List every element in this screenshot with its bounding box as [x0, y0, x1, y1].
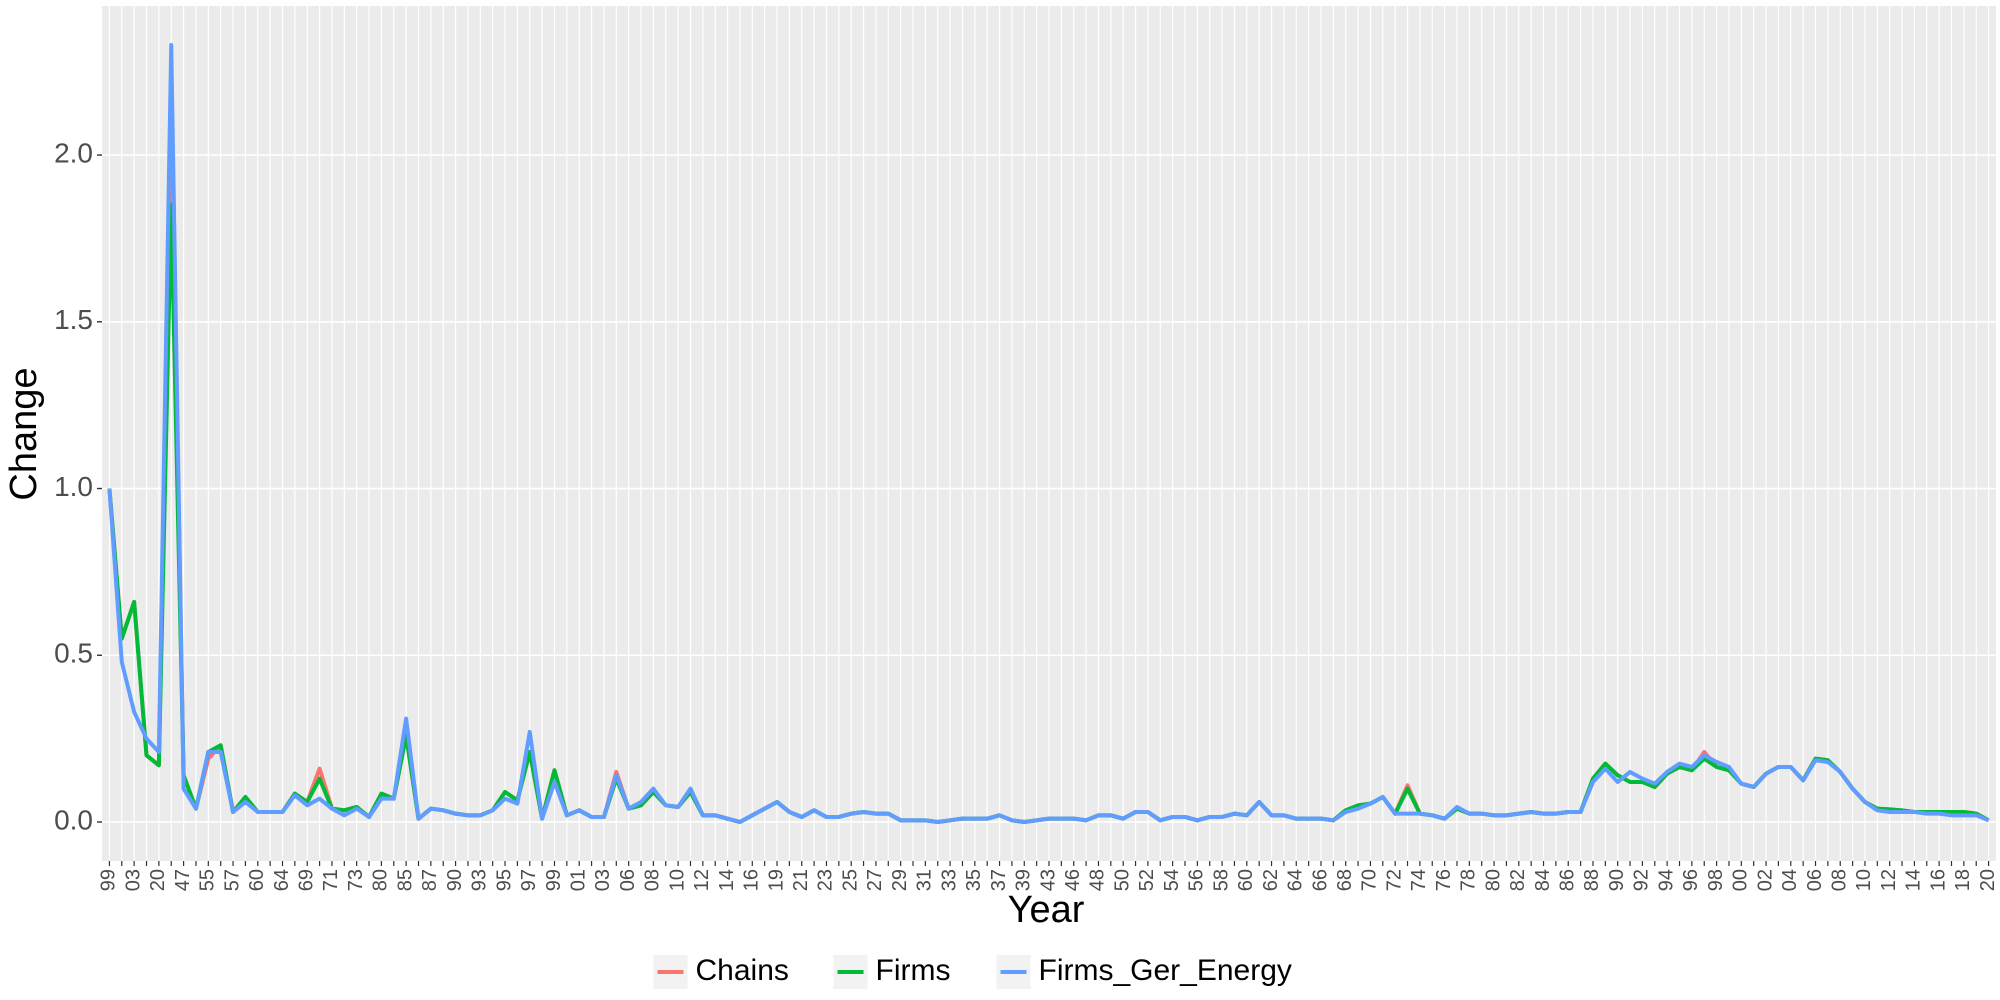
x-tick-label: 76 [1433, 869, 1455, 891]
y-tick-label: 0.5 [54, 638, 93, 669]
x-tick-label: 86 [1557, 869, 1579, 891]
x-tick-label: 16 [1927, 869, 1949, 891]
x-tick-label: 85 [394, 869, 416, 891]
x-tick-label: 82 [1507, 869, 1529, 891]
x-tick-label: 68 [1334, 869, 1356, 891]
x-tick-label: 96 [1680, 869, 1702, 891]
x-tick-label: 35 [963, 869, 985, 891]
x-tick-label: 71 [320, 869, 342, 891]
y-tick-label: 2.0 [54, 137, 93, 168]
x-tick-label: 10 [666, 869, 688, 891]
x-tick-label: 25 [839, 869, 861, 891]
x-tick-label: 58 [1210, 869, 1232, 891]
x-tick-label: 95 [493, 869, 515, 891]
x-tick-label: 20 [147, 869, 169, 891]
x-tick-label: 80 [370, 869, 392, 891]
x-tick-label: 90 [444, 869, 466, 891]
x-tick-label: 02 [1754, 869, 1776, 891]
x-tick-label: 84 [1532, 869, 1554, 891]
x-tick-label: 06 [617, 869, 639, 891]
x-tick-label: 37 [988, 869, 1010, 891]
x-tick-label: 29 [889, 869, 911, 891]
x-tick-label: 64 [271, 869, 293, 891]
x-tick-label: 12 [691, 869, 713, 891]
x-tick-label: 93 [469, 869, 491, 891]
x-tick-label: 87 [419, 869, 441, 891]
x-tick-label: 21 [790, 869, 812, 891]
x-tick-label: 33 [938, 869, 960, 891]
x-tick-label: 94 [1655, 869, 1677, 891]
x-tick-label: 74 [1408, 869, 1430, 891]
x-tick-label: 23 [815, 869, 837, 891]
legend-label: Firms_Ger_Energy [1039, 954, 1292, 987]
x-tick-label: 01 [567, 869, 589, 891]
x-tick-label: 54 [1161, 869, 1183, 891]
x-tick-label: 50 [1111, 869, 1133, 891]
x-tick-label: 97 [518, 869, 540, 891]
x-tick-label: 43 [1037, 869, 1059, 891]
x-tick-label: 39 [1013, 869, 1035, 891]
x-tick-label: 46 [1062, 869, 1084, 891]
x-tick-label: 03 [592, 869, 614, 891]
x-tick-label: 64 [1285, 869, 1307, 891]
x-tick-label: 88 [1581, 869, 1603, 891]
y-tick-label: 1.5 [54, 304, 93, 335]
x-tick-label: 99 [98, 869, 120, 891]
x-tick-label: 06 [1804, 869, 1826, 891]
x-tick-label: 62 [1260, 869, 1282, 891]
x-tick-label: 80 [1482, 869, 1504, 891]
x-tick-label: 90 [1606, 869, 1628, 891]
x-tick-label: 55 [197, 869, 219, 891]
x-tick-label: 47 [172, 869, 194, 891]
x-tick-label: 60 [1235, 869, 1257, 891]
x-tick-label: 70 [1359, 869, 1381, 891]
x-tick-label: 10 [1853, 869, 1875, 891]
x-tick-label: 56 [1186, 869, 1208, 891]
y-tick-label: 0.0 [54, 804, 93, 835]
legend-label: Chains [696, 954, 789, 987]
x-tick-label: 14 [716, 869, 738, 891]
x-axis-title: Year [1008, 889, 1085, 931]
x-tick-label: 08 [1829, 869, 1851, 891]
x-tick-label: 18 [1952, 869, 1974, 891]
x-tick-label: 27 [864, 869, 886, 891]
x-tick-label: 99 [543, 869, 565, 891]
x-tick-label: 57 [221, 869, 243, 891]
x-tick-label: 92 [1631, 869, 1653, 891]
x-tick-label: 00 [1730, 869, 1752, 891]
x-tick-label: 72 [1383, 869, 1405, 891]
legend-label: Firms [876, 954, 951, 987]
x-tick-label: 60 [246, 869, 268, 891]
x-tick-label: 48 [1087, 869, 1109, 891]
x-tick-label: 14 [1903, 869, 1925, 891]
x-tick-label: 08 [642, 869, 664, 891]
x-tick-label: 31 [914, 869, 936, 891]
series-line [107, 43, 1990, 824]
x-tick-label: 52 [1136, 869, 1158, 891]
x-tick-label: 12 [1878, 869, 1900, 891]
x-tick-label: 03 [122, 869, 144, 891]
x-tick-label: 04 [1779, 869, 1801, 891]
x-tick-label: 78 [1458, 869, 1480, 891]
x-tick-label: 66 [1309, 869, 1331, 891]
x-tick-label: 98 [1705, 869, 1727, 891]
y-tick-label: 1.0 [54, 471, 93, 502]
x-tick-label: 19 [765, 869, 787, 891]
x-tick-label: 16 [741, 869, 763, 891]
x-tick-label: 20 [1977, 869, 1999, 891]
x-tick-label: 69 [296, 869, 318, 891]
y-axis-title: Change [3, 367, 45, 500]
x-tick-label: 73 [345, 869, 367, 891]
